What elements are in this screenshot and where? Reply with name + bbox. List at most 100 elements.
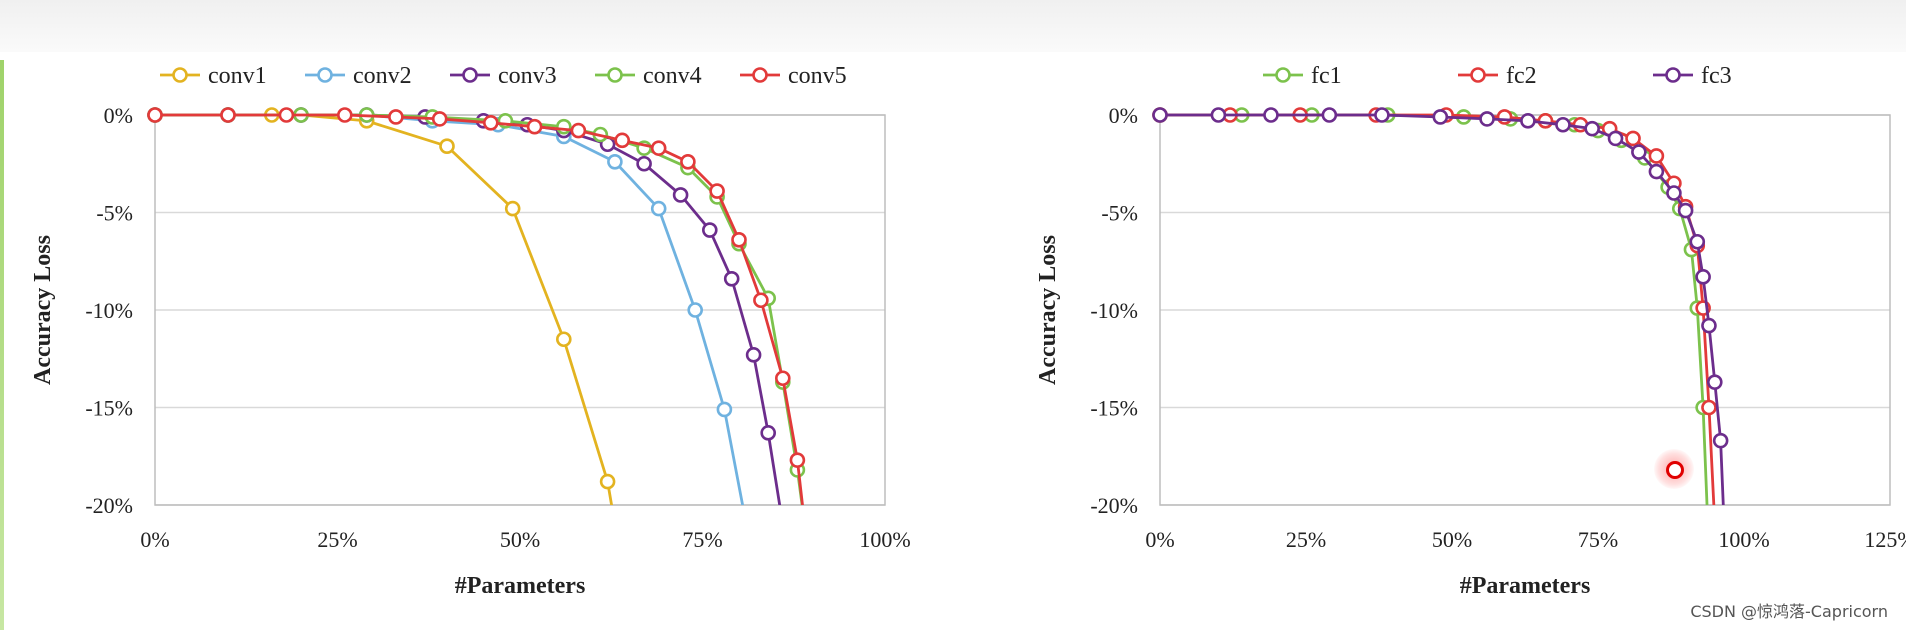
left-edge-strip: [0, 60, 4, 630]
series-fc2: [1152, 107, 1717, 505]
data-point: [336, 107, 353, 123]
legend-label: conv4: [643, 63, 702, 89]
legend-marker: [607, 67, 623, 83]
x-tick-label: 0%: [1145, 527, 1174, 552]
data-point: [789, 452, 806, 468]
data-point: [774, 370, 791, 387]
legend-marker: [172, 67, 188, 83]
data-point: [1374, 107, 1390, 123]
legend-label: conv3: [498, 63, 557, 89]
data-point: [1432, 109, 1449, 125]
series-fc1: [1152, 107, 1711, 505]
legend-marker: [1470, 67, 1486, 83]
series-line-fc2: [1160, 113, 1716, 505]
x-tick-label: 75%: [1578, 527, 1618, 552]
fc-layers-chart: 0% -5% -10% -15% -20% 0% 25% 50% 75% 100% 125% #Par…: [1035, 63, 1906, 599]
data-point: [147, 107, 163, 123]
data-point: [687, 302, 704, 318]
x-tick-label: 25%: [1286, 527, 1326, 552]
data-point: [650, 140, 667, 156]
conv-layers-chart: 0% -5% -10% -15% -20% 0% 25% 50% 75% 100% #Paramet…: [30, 63, 911, 599]
data-point: [570, 122, 587, 139]
legend-item-fc1: fc1: [1263, 63, 1342, 89]
data-point: [614, 132, 631, 149]
data-point: [1701, 399, 1717, 416]
data-point: [1712, 432, 1729, 449]
y-tick-label: -15%: [1090, 396, 1138, 421]
data-point: [599, 473, 616, 490]
legend-label: fc1: [1311, 63, 1342, 89]
series-line-conv3: [155, 113, 782, 505]
legend-item-conv2: conv2: [305, 63, 412, 89]
data-point: [745, 347, 762, 363]
data-point: [1496, 109, 1513, 125]
x-tick-label: 0%: [140, 527, 169, 552]
y-tick-label: -20%: [85, 493, 133, 518]
legend-label: conv5: [788, 63, 847, 89]
legend-marker: [317, 67, 333, 83]
data-point: [1689, 233, 1706, 250]
watermark: CSDN @惊鸿落-Capricorn: [1690, 602, 1888, 621]
y-tick-label: -10%: [1090, 298, 1138, 323]
legend-item-fc3: fc3: [1653, 63, 1732, 89]
legend-marker: [462, 67, 478, 83]
y-axis-label: Accuracy Loss: [30, 235, 56, 385]
data-point: [278, 107, 295, 123]
legend-item-conv4: conv4: [595, 63, 702, 89]
data-point: [723, 270, 740, 287]
plot-area-border: [154, 114, 886, 506]
y-tick-label: -5%: [96, 201, 133, 226]
legend-item-conv5: conv5: [740, 63, 847, 89]
data-point: [1625, 130, 1641, 147]
series-conv5: [147, 107, 806, 505]
x-tick-label: 100%: [859, 527, 910, 552]
data-point: [1584, 120, 1600, 137]
data-point: [555, 118, 572, 135]
legend-marker: [1665, 67, 1681, 83]
data-point: [760, 425, 777, 441]
x-axis-label: #Parameters: [455, 573, 586, 599]
legend-item-conv1: conv1: [160, 63, 267, 89]
data-point: [1263, 107, 1279, 123]
data-point: [388, 109, 404, 125]
legend-item-conv3: conv3: [450, 63, 557, 89]
data-point: [1677, 202, 1694, 219]
series-line-conv1: [155, 113, 614, 505]
data-point: [1695, 269, 1711, 285]
data-point: [650, 200, 667, 217]
series-line-fc3: [1160, 113, 1725, 505]
series-fc3: [1152, 107, 1729, 505]
data-point: [1607, 130, 1624, 147]
y-tick-label: 0%: [104, 103, 133, 128]
legend-marker: [1275, 67, 1291, 83]
data-point: [220, 107, 236, 123]
data-point: [1555, 116, 1571, 133]
x-tick-label: 50%: [500, 527, 540, 552]
y-axis-label: Accuracy Loss: [1035, 235, 1061, 385]
data-point: [672, 187, 689, 203]
legend-label: fc3: [1701, 63, 1732, 89]
data-point: [1479, 111, 1495, 127]
series-line-conv5: [155, 113, 804, 505]
series-conv4: [147, 107, 806, 505]
x-axis-label: #Parameters: [1460, 573, 1591, 599]
y-tick-label: -5%: [1101, 201, 1138, 226]
y-tick-label: -20%: [1090, 493, 1138, 518]
data-point: [526, 118, 543, 135]
data-point: [716, 401, 733, 418]
data-point: [607, 154, 623, 170]
window-top-bar: [0, 0, 1906, 52]
legend-label: conv1: [208, 63, 267, 89]
series-conv2: [147, 107, 745, 505]
data-point: [1648, 163, 1665, 180]
data-point: [431, 111, 448, 127]
data-point: [636, 155, 652, 172]
data-point: [1520, 113, 1536, 129]
data-point: [680, 154, 696, 170]
data-point: [1210, 107, 1227, 123]
data-point: [1707, 374, 1723, 390]
data-point: [555, 331, 572, 348]
data-point: [1152, 107, 1168, 123]
mouse-cursor-highlight-icon: [1654, 449, 1694, 489]
data-point: [709, 183, 725, 199]
